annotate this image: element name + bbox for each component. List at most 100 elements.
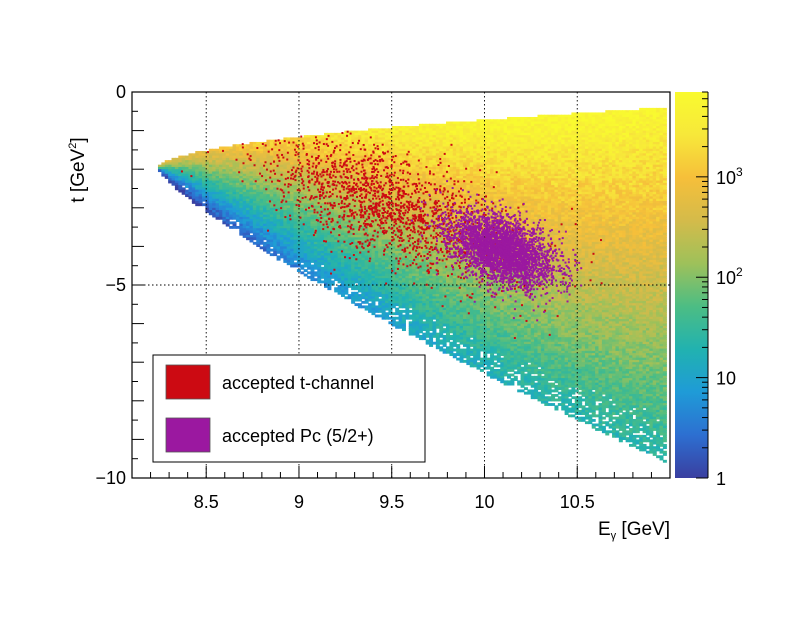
heatmap-cell	[347, 237, 352, 241]
heatmap-cell	[303, 182, 308, 186]
heatmap-cell	[442, 309, 447, 313]
heatmap-cell	[317, 219, 322, 223]
heatmap-cell	[415, 164, 420, 168]
heatmap-cell	[279, 212, 284, 216]
heatmap-cell	[415, 287, 420, 291]
heatmap-cell	[361, 285, 366, 288]
heatmap-cell	[174, 187, 179, 191]
heatmap-cell	[435, 166, 440, 170]
heatmap-cell	[279, 182, 284, 186]
heatmap-cell	[303, 171, 308, 175]
heatmap-cell	[300, 205, 305, 209]
heatmap-cell	[378, 148, 383, 152]
heatmap-cell	[351, 275, 356, 279]
heatmap-cell	[371, 287, 376, 291]
heatmap-cell	[374, 307, 379, 311]
heatmap-cell	[286, 160, 291, 163]
heatmap-cell	[442, 141, 447, 145]
heatmap-cell	[405, 309, 410, 313]
heatmap-cell	[385, 185, 390, 188]
heatmap-cell	[405, 296, 410, 300]
heatmap-cell	[218, 146, 223, 150]
heatmap-cell	[340, 241, 345, 245]
heatmap-cell	[422, 139, 427, 143]
heatmap-cell	[286, 221, 291, 225]
heatmap-cell	[256, 144, 261, 148]
heatmap-cell	[202, 203, 207, 207]
heatmap-cell	[405, 291, 410, 295]
heatmap-cell	[429, 216, 434, 220]
heatmap-cell	[371, 180, 376, 184]
heatmap-cell	[425, 123, 430, 127]
heatmap-cell	[256, 200, 261, 204]
heatmap-cell	[286, 200, 291, 204]
heatmap-cell	[435, 241, 440, 245]
heatmap-cell	[391, 239, 396, 243]
heatmap-cell	[259, 232, 264, 236]
heatmap-cell	[422, 237, 427, 241]
heatmap-cell	[435, 287, 440, 291]
heatmap-cell	[283, 169, 288, 173]
heatmap-cell	[408, 269, 413, 272]
heatmap-cell	[354, 291, 359, 295]
heatmap-cell	[442, 126, 447, 129]
heatmap-cell	[256, 239, 261, 243]
heatmap-cell	[408, 255, 413, 259]
heatmap-cell	[286, 198, 291, 202]
heatmap-cell	[364, 257, 369, 261]
heatmap-cell	[293, 141, 298, 145]
heatmap-cell	[381, 157, 386, 161]
heatmap-cell	[256, 212, 261, 216]
heatmap-cell	[276, 255, 281, 259]
heatmap-cell	[347, 282, 352, 286]
heatmap-cell	[218, 207, 223, 211]
heatmap-cell	[418, 269, 423, 272]
heatmap-cell	[381, 266, 386, 270]
heatmap-cell	[300, 239, 305, 243]
heatmap-cell	[290, 205, 295, 209]
heatmap-cell	[293, 223, 298, 227]
heatmap-cell	[303, 189, 308, 193]
heatmap-cell	[290, 228, 295, 232]
heatmap-cell	[391, 269, 396, 272]
heatmap-cell	[259, 180, 264, 184]
heatmap-cell	[290, 139, 295, 143]
heatmap-cell	[446, 269, 451, 272]
heatmap-cell	[371, 187, 376, 191]
heatmap-cell	[439, 221, 444, 225]
heatmap-cell	[235, 225, 240, 229]
heatmap-cell	[235, 157, 240, 161]
heatmap-cell	[259, 155, 264, 159]
heatmap-cell	[259, 223, 264, 227]
heatmap-cell	[296, 253, 301, 257]
heatmap-cell	[374, 244, 379, 247]
heatmap-cell	[368, 255, 373, 259]
heatmap-cell	[249, 225, 254, 229]
heatmap-cell	[174, 185, 179, 188]
heatmap-cell	[401, 164, 406, 168]
heatmap-cell	[364, 241, 369, 245]
heatmap-cell	[368, 273, 373, 277]
heatmap-cell	[354, 262, 359, 266]
heatmap-cell	[310, 200, 315, 204]
heatmap-cell	[442, 307, 447, 311]
heatmap-cell	[412, 248, 417, 252]
heatmap-cell	[334, 216, 339, 220]
heatmap-cell	[422, 146, 427, 150]
heatmap-cell	[225, 216, 230, 220]
heatmap-cell	[293, 137, 298, 141]
heatmap-cell	[449, 176, 454, 179]
heatmap-cell	[273, 228, 278, 232]
heatmap-cell	[347, 173, 352, 177]
heatmap-cell	[401, 278, 406, 282]
heatmap-cell	[215, 178, 220, 182]
heatmap-cell	[418, 328, 423, 332]
heatmap-cell	[324, 257, 329, 261]
heatmap-cell	[415, 139, 420, 143]
heatmap-cell	[398, 148, 403, 152]
heatmap-cell	[429, 169, 434, 173]
heatmap-cell	[435, 157, 440, 161]
heatmap-cell	[368, 285, 373, 288]
heatmap-cell	[401, 260, 406, 263]
heatmap-cell	[313, 151, 318, 154]
